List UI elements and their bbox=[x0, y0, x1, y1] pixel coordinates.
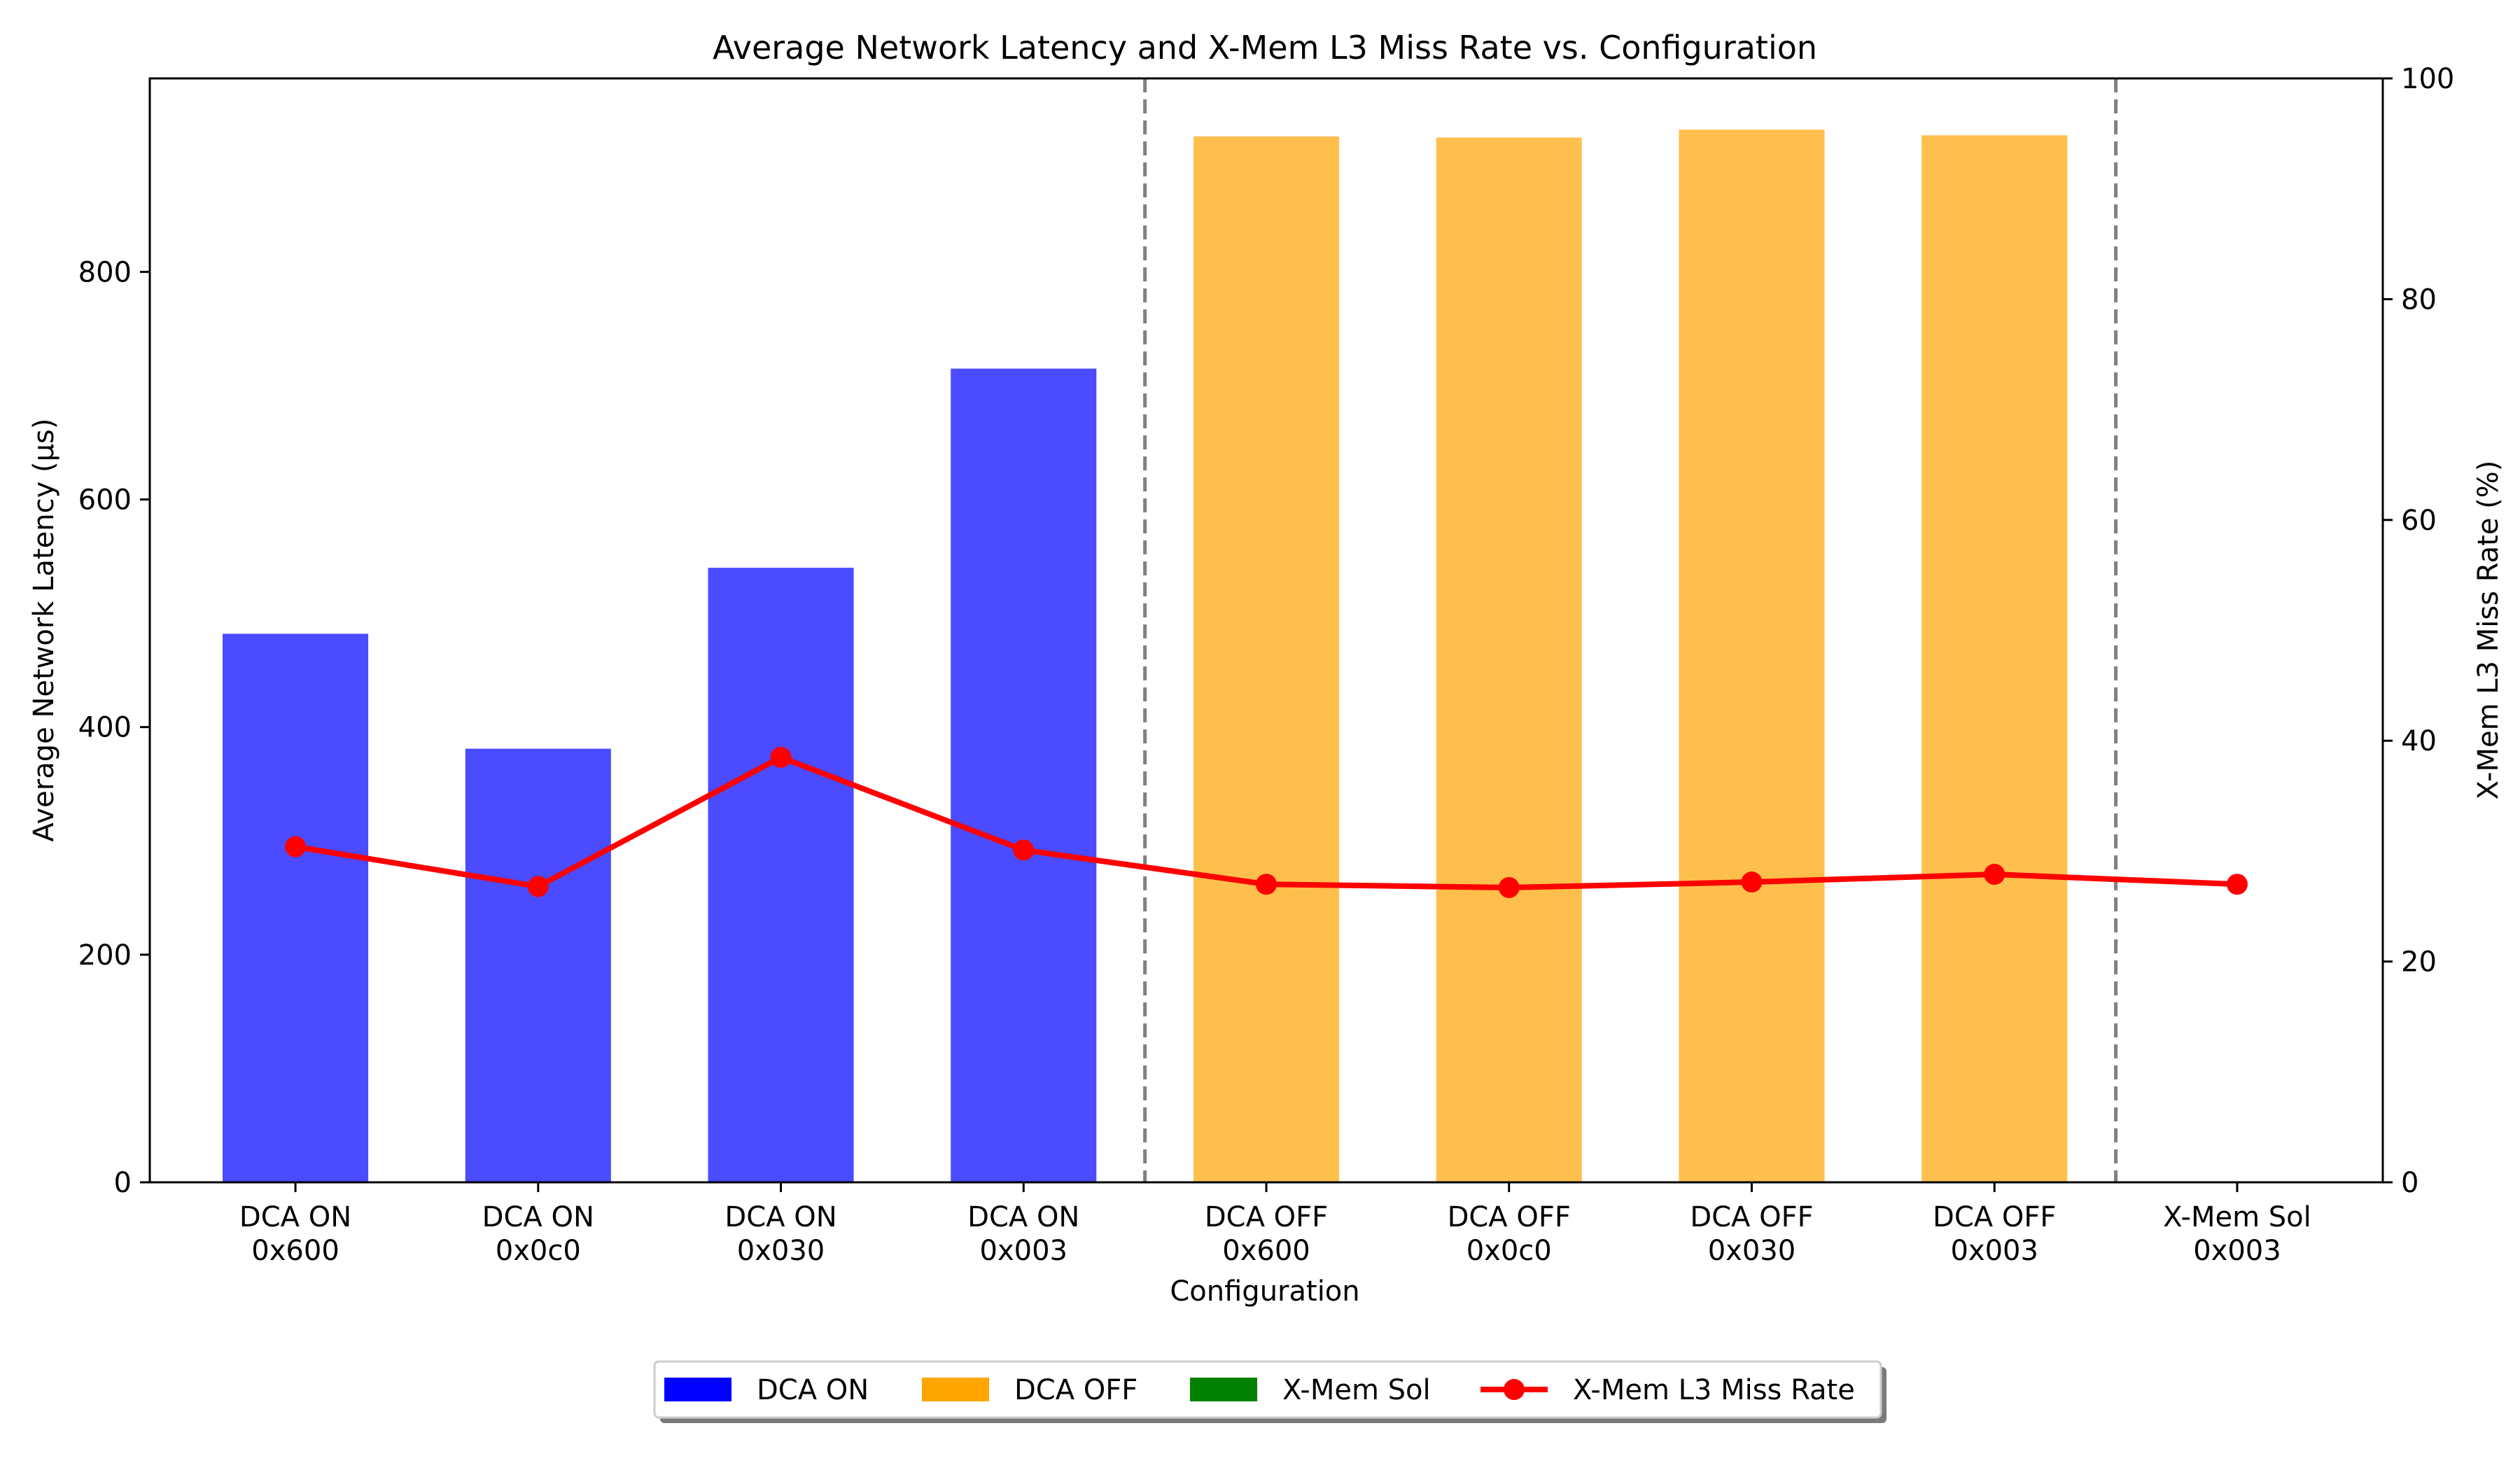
x-tick-label-line: 0x030 bbox=[737, 1235, 825, 1267]
x-tick-label-line: DCA OFF bbox=[1933, 1201, 2056, 1233]
miss-rate-point-1 bbox=[527, 876, 549, 897]
x-tick-label-line: DCA ON bbox=[967, 1201, 1079, 1233]
x-tick-label: DCA OFF 0x030 bbox=[1690, 1201, 1813, 1267]
y2-tick-label: 40 bbox=[2401, 725, 2437, 757]
y2-tick-label: 80 bbox=[2401, 284, 2437, 316]
legend-swatch bbox=[1190, 1378, 1257, 1401]
legend-swatch bbox=[664, 1378, 732, 1401]
miss-rate-point-7 bbox=[1984, 864, 2005, 886]
group-dividers bbox=[1143, 78, 2118, 1182]
x-tick-label: DCA ON 0x600 bbox=[239, 1201, 351, 1267]
x-tick-label-line: X-Mem Sol bbox=[2163, 1201, 2311, 1233]
x-tick-label-line: 0x600 bbox=[1222, 1235, 1310, 1267]
miss-rate-point-3 bbox=[1013, 839, 1035, 861]
x-tick-label: DCA OFF 0x003 bbox=[1933, 1201, 2056, 1267]
y2-tick-label: 20 bbox=[2401, 946, 2437, 979]
legend-label: DCA ON bbox=[757, 1374, 869, 1406]
x-axis-label: Configuration bbox=[1170, 1275, 1359, 1308]
y-axis-ticks: 0 200 400 600 800 bbox=[78, 256, 150, 1199]
y-tick-label: 800 bbox=[78, 256, 132, 288]
y2-axis-label: X-Mem L3 Miss Rate (%) bbox=[2472, 461, 2505, 800]
x-tick-label: DCA ON 0x0c0 bbox=[482, 1201, 594, 1267]
y2-tick-label: 60 bbox=[2401, 505, 2437, 537]
miss-rate-point-2 bbox=[770, 746, 792, 768]
miss-rate-point-6 bbox=[1741, 872, 1763, 893]
x-tick-label: X-Mem Sol 0x003 bbox=[2163, 1201, 2311, 1267]
x-tick-label: DCA OFF 0x600 bbox=[1205, 1201, 1328, 1267]
bar-0 bbox=[223, 634, 369, 1182]
x-tick-label-line: DCA ON bbox=[724, 1201, 836, 1233]
x-tick-label-line: 0x600 bbox=[251, 1235, 339, 1267]
x-tick-label-line: DCA OFF bbox=[1690, 1201, 1813, 1233]
y2-tick-label: 100 bbox=[2401, 63, 2454, 95]
miss-rate-point-5 bbox=[1498, 876, 1520, 898]
y-axis-label: Average Network Latency (µs) bbox=[28, 418, 60, 841]
legend-label: X-Mem L3 Miss Rate bbox=[1573, 1374, 1855, 1406]
y2-tick-label: 0 bbox=[2401, 1167, 2418, 1199]
bar-3 bbox=[951, 368, 1097, 1182]
y-tick-label: 600 bbox=[78, 484, 132, 517]
bar-6 bbox=[1679, 130, 1825, 1182]
bars bbox=[223, 130, 2068, 1183]
x-tick-label: DCA ON 0x003 bbox=[967, 1201, 1079, 1267]
legend-marker bbox=[1504, 1379, 1525, 1400]
x-tick-label-line: 0x003 bbox=[2193, 1235, 2281, 1267]
y-tick-label: 0 bbox=[114, 1167, 132, 1199]
bar-7 bbox=[1921, 135, 2068, 1182]
bar-4 bbox=[1193, 136, 1340, 1182]
x-tick-label-line: DCA ON bbox=[482, 1201, 594, 1233]
legend-box bbox=[653, 1360, 1882, 1419]
x-tick-label-line: DCA OFF bbox=[1448, 1201, 1571, 1233]
legend: DCA ON DCA OFF X-Mem Sol X-Mem L3 Miss Rate bbox=[653, 1360, 1886, 1423]
legend-label: X-Mem Sol bbox=[1282, 1374, 1431, 1406]
x-tick-label: DCA OFF 0x0c0 bbox=[1448, 1201, 1571, 1267]
miss-rate-line-layer bbox=[285, 746, 2248, 898]
x-tick-label-line: 0x003 bbox=[980, 1235, 1068, 1267]
miss-rate-point-0 bbox=[285, 836, 307, 858]
bar-5 bbox=[1436, 137, 1582, 1183]
miss-rate-point-4 bbox=[1256, 874, 1277, 895]
x-tick-label-line: 0x0c0 bbox=[496, 1235, 581, 1267]
y-tick-label: 400 bbox=[78, 712, 132, 744]
x-tick-label-line: DCA ON bbox=[239, 1201, 351, 1233]
bar-2 bbox=[708, 568, 854, 1182]
chart-title: Average Network Latency and X-Mem L3 Mis… bbox=[713, 29, 1817, 66]
x-tick-label-line: DCA OFF bbox=[1205, 1201, 1328, 1233]
legend-swatch bbox=[922, 1378, 989, 1401]
bar-1 bbox=[465, 748, 611, 1182]
x-tick-label-line: 0x003 bbox=[1950, 1235, 2038, 1267]
x-tick-label-line: 0x0c0 bbox=[1466, 1235, 1552, 1267]
legend-label: DCA OFF bbox=[1014, 1374, 1138, 1406]
miss-rate-point-8 bbox=[2226, 874, 2248, 895]
y2-axis-ticks: 0 20 40 60 80 100 bbox=[2383, 63, 2454, 1199]
y-tick-label: 200 bbox=[78, 939, 132, 972]
x-tick-label-line: 0x030 bbox=[1708, 1235, 1795, 1267]
x-tick-label: DCA ON 0x030 bbox=[724, 1201, 836, 1267]
